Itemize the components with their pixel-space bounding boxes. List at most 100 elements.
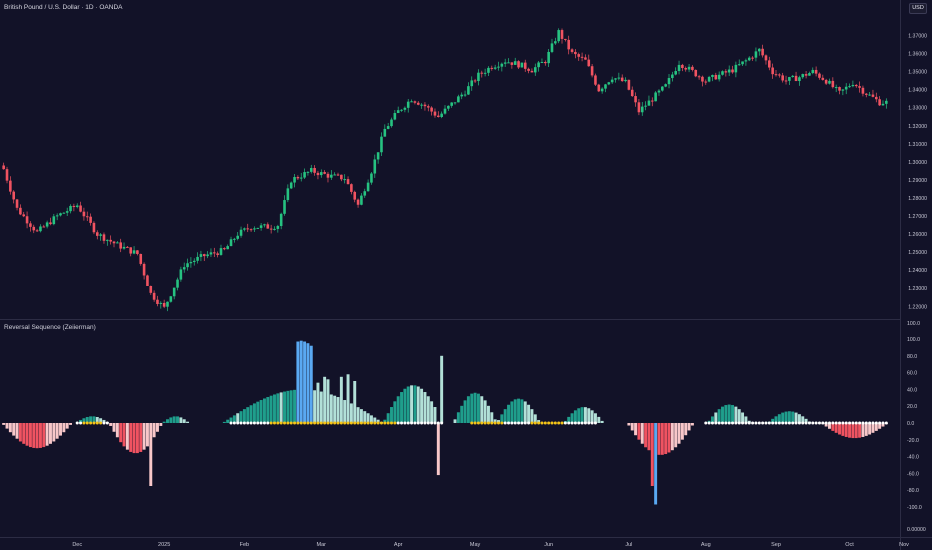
histogram-bar — [423, 392, 427, 423]
candle — [396, 110, 400, 114]
zero-line-dot — [476, 421, 480, 425]
histogram-bar — [159, 423, 163, 426]
histogram-bar — [55, 423, 59, 439]
histogram-bar — [874, 423, 878, 431]
candle — [39, 226, 42, 232]
candle — [717, 74, 721, 80]
candle — [196, 256, 199, 261]
histogram-bar — [293, 389, 297, 423]
zero-line-dot — [807, 421, 811, 425]
histogram-bar — [149, 423, 153, 486]
candle — [818, 73, 821, 78]
candle — [363, 191, 367, 196]
histogram-bar — [871, 423, 875, 433]
candle — [169, 296, 173, 302]
candle — [75, 205, 79, 208]
histogram-bar — [861, 423, 865, 437]
osc-tick-label: -80.0 — [907, 488, 919, 494]
candle — [624, 79, 627, 82]
candle — [136, 250, 139, 254]
candle — [279, 213, 283, 227]
candle — [497, 66, 500, 68]
candle — [386, 126, 390, 129]
histogram-bar — [476, 393, 480, 423]
candle — [647, 100, 651, 106]
candle — [102, 234, 106, 241]
histogram-bar — [737, 409, 741, 423]
histogram-bar — [868, 423, 872, 435]
histogram-bar — [316, 382, 320, 423]
histogram-bar — [162, 421, 166, 423]
indicator-title[interactable]: Reversal Sequence (Zeiierman) — [4, 324, 96, 331]
zero-line-dot — [590, 421, 594, 425]
histogram-bar — [42, 423, 46, 448]
zero-line-dot — [527, 421, 531, 425]
candle — [313, 167, 316, 173]
zero-line-dot — [293, 421, 297, 425]
candle — [654, 92, 657, 102]
zero-line-dot — [279, 421, 283, 425]
zero-line-dot — [834, 421, 838, 425]
zero-line-dot — [272, 421, 276, 425]
histogram-bar — [851, 423, 855, 439]
candle — [487, 67, 490, 73]
candle — [714, 74, 718, 80]
candle — [868, 94, 871, 96]
histogram-bar — [25, 423, 29, 446]
price-tick-label: 1.31000 — [908, 142, 927, 148]
candle — [283, 200, 286, 214]
histogram-bar — [466, 396, 470, 423]
candle — [560, 30, 564, 39]
candle — [176, 279, 179, 288]
candle — [704, 81, 708, 83]
time-tick-label: Jun — [544, 542, 553, 548]
candle — [182, 267, 186, 270]
zero-line-dot — [259, 421, 263, 425]
zero-line-dot — [416, 421, 420, 425]
currency-badge[interactable]: USD — [909, 3, 927, 14]
zero-line-dot — [817, 421, 821, 425]
histogram-bar — [82, 418, 86, 423]
zero-line-dot — [266, 421, 270, 425]
candle — [764, 55, 768, 61]
histogram-bar — [406, 386, 410, 423]
zero-line-dot — [550, 421, 554, 425]
candle — [116, 242, 119, 244]
zero-line-dot — [533, 421, 537, 425]
candle — [533, 67, 537, 73]
histogram-bar — [186, 421, 190, 423]
zero-line-dot — [306, 421, 310, 425]
candle — [751, 57, 754, 59]
candle — [72, 205, 76, 208]
candle — [523, 62, 527, 69]
candle — [9, 180, 12, 192]
candle — [85, 216, 89, 218]
zero-line-dot — [757, 421, 761, 425]
histogram-bar — [403, 388, 407, 423]
histogram-bar — [593, 413, 597, 423]
candle — [343, 179, 346, 181]
time-tick-label: Mar — [317, 542, 327, 548]
histogram-bar — [533, 414, 537, 423]
candle — [798, 77, 801, 82]
candle — [243, 228, 246, 230]
candle — [701, 76, 704, 82]
histogram-bar — [791, 411, 795, 423]
candle — [246, 228, 250, 230]
histogram-bar — [333, 395, 337, 423]
histogram-bar — [279, 392, 283, 423]
candle — [162, 302, 166, 307]
candle — [256, 227, 260, 229]
price-tick-label: 1.33000 — [908, 106, 927, 112]
histogram-bar — [470, 393, 474, 423]
candle — [557, 30, 560, 42]
candle — [851, 84, 855, 87]
price-tick-label: 1.35000 — [908, 70, 927, 76]
histogram-bar — [2, 423, 6, 425]
histogram-bar — [246, 407, 250, 423]
zero-line-dot — [329, 421, 333, 425]
candle — [450, 102, 453, 106]
histogram-bar — [266, 397, 270, 423]
zero-line-dot — [797, 421, 801, 425]
